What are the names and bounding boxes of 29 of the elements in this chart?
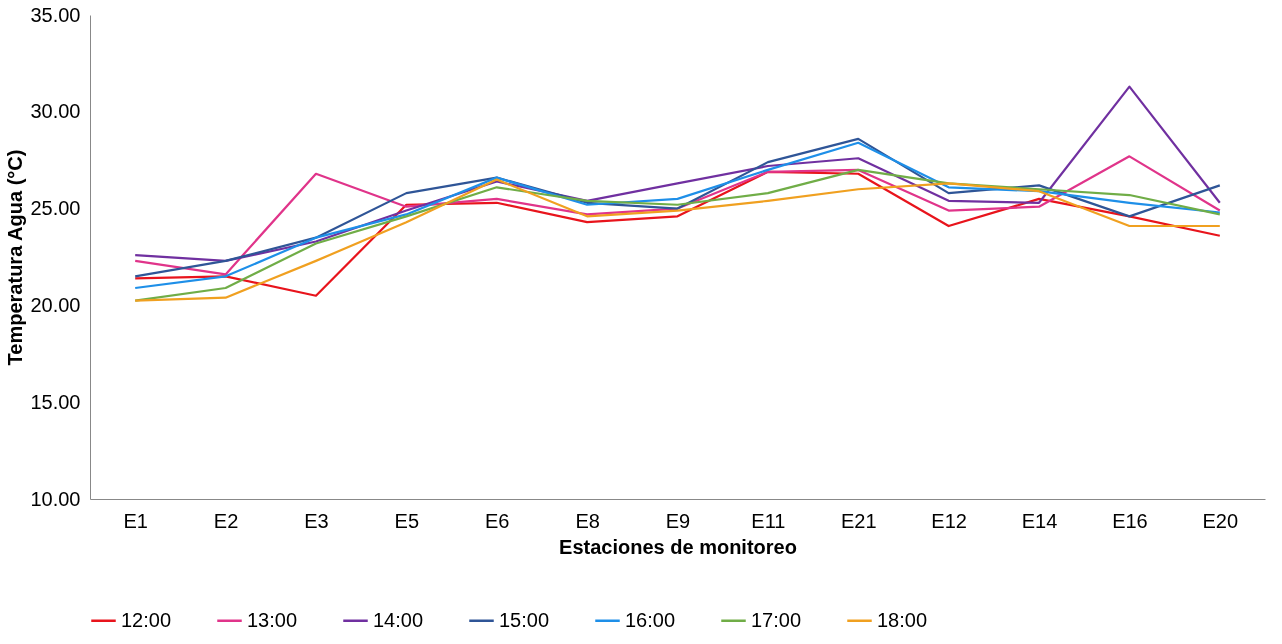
x-tick-label: E6 (485, 509, 510, 532)
legend-label: 12:00 (121, 608, 172, 631)
x-tick-label: E11 (751, 509, 786, 532)
y-axis-title: Temperatura Agua (°C) (4, 149, 27, 366)
x-tick-label: E14 (1021, 509, 1058, 532)
y-tick-label: 35.00 (30, 3, 81, 26)
legend-label: 17:00 (751, 608, 802, 631)
x-axis-title: Estaciones de monitoreo (559, 535, 797, 558)
x-tick-label: E16 (1112, 509, 1148, 532)
y-tick-label: 30.00 (30, 100, 81, 123)
legend-label: 14:00 (373, 608, 424, 631)
x-tick-label: E9 (665, 509, 691, 532)
x-tick-label: E3 (304, 509, 329, 532)
legend-label: 15:00 (499, 608, 550, 631)
legend-label: 16:00 (625, 608, 676, 631)
y-tick-label: 15.00 (30, 390, 81, 413)
line-series (134, 85, 1221, 262)
x-tick-label: E5 (394, 509, 420, 532)
x-tick-label: E8 (575, 509, 600, 532)
x-tick-label: E12 (931, 509, 967, 532)
x-tick-label: E1 (123, 509, 148, 532)
x-tick-label: E21 (840, 509, 877, 532)
x-tick-label: E20 (1202, 509, 1239, 532)
legend-label: 18:00 (877, 608, 928, 631)
y-tick-label: 10.00 (30, 487, 81, 510)
x-tick-label: E2 (213, 509, 239, 532)
y-tick-label: 25.00 (30, 197, 81, 220)
y-tick-label: 20.00 (30, 293, 81, 316)
legend-label: 13:00 (247, 608, 298, 631)
